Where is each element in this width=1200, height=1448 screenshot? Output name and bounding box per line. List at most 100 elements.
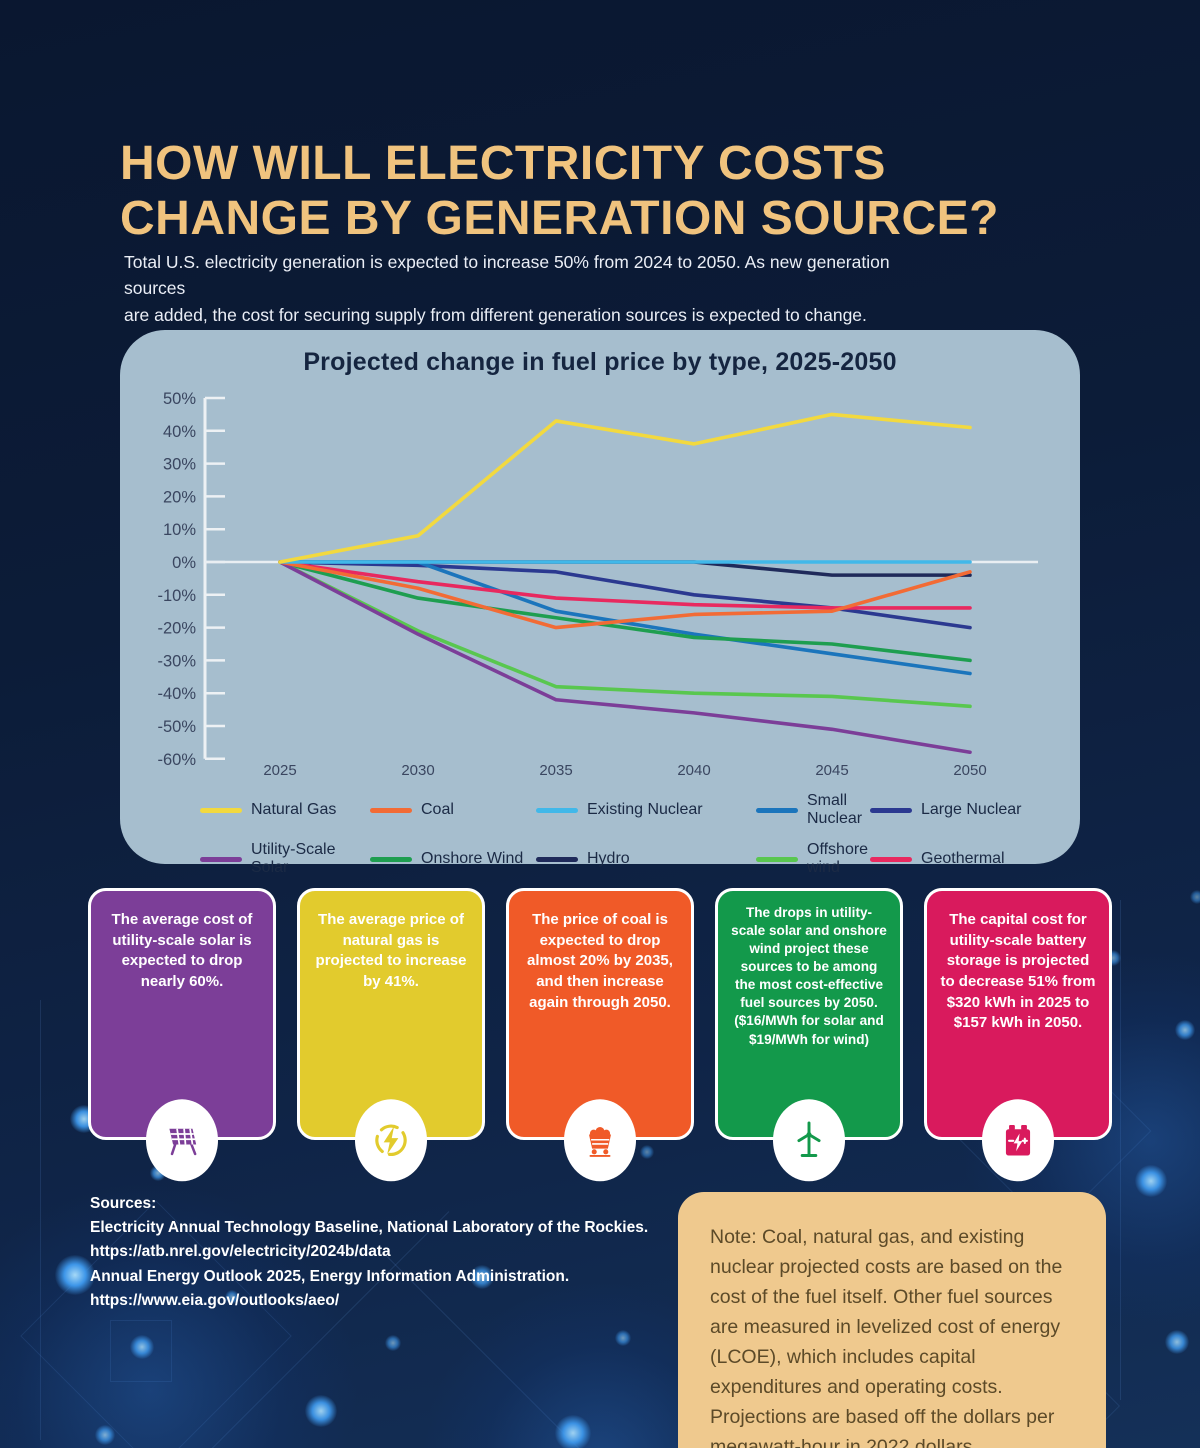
y-tick-label: -40%: [157, 685, 196, 703]
legend-item-offshore-wind: Offshore wind: [756, 841, 870, 877]
legend-label: Small Nuclear: [807, 792, 863, 827]
sources-line: Annual Energy Outlook 2025, Energy Infor…: [90, 1267, 570, 1285]
card-icon-circle: [355, 1099, 427, 1182]
glow-dot: [1175, 1020, 1195, 1040]
legend-item-utility-scale-solar: Utility-Scale Solar: [200, 841, 370, 877]
glow-dot: [1190, 890, 1200, 904]
legend-label: Large Nuclear: [921, 801, 1022, 818]
callout-card-4: The drops in utility-scale solar and ons…: [715, 888, 903, 1182]
legend-label: Coal: [421, 801, 454, 818]
callout-card-1: The average cost of utility-scale solar …: [88, 888, 276, 1182]
glow-dot: [130, 1335, 154, 1359]
y-tick-label: 40%: [163, 423, 196, 441]
glow-dot: [95, 1425, 115, 1445]
legend-item-large-nuclear: Large Nuclear: [870, 792, 1022, 828]
intro-line-1: Total U.S. electricity generation is exp…: [124, 252, 890, 299]
coal-cart-icon: [588, 1126, 612, 1157]
card-text: The drops in utility-scale solar and ons…: [731, 905, 887, 1047]
intro-line-2: are added, the cost for securing supply …: [124, 304, 867, 325]
glow-dot: [385, 1335, 401, 1351]
y-tick-label: -10%: [157, 587, 196, 605]
x-tick-label: 2035: [539, 762, 572, 779]
glow-dot: [305, 1395, 337, 1427]
legend-swatch: [370, 807, 412, 813]
glow-dot: [640, 1145, 654, 1159]
callout-card-3: The price of coal is expected to drop al…: [506, 888, 694, 1182]
legend-label: Offshore wind: [807, 841, 869, 876]
card-text: The price of coal is expected to drop al…: [527, 911, 673, 1011]
chart-panel: Projected change in fuel price by type, …: [120, 330, 1080, 876]
y-tick-label: 30%: [163, 456, 196, 474]
series-line-natural-gas: [278, 412, 972, 564]
sources-block: Sources: Electricity Annual Technology Ba…: [90, 1192, 670, 1313]
y-tick-label: 10%: [163, 521, 196, 539]
note-text: Note: Coal, natural gas, and existing nu…: [710, 1226, 1063, 1448]
legend-swatch: [536, 856, 578, 862]
series-line-coal: [278, 560, 972, 630]
legend-item-small-nuclear: Small Nuclear: [756, 792, 870, 828]
x-tick-label: 2030: [401, 762, 434, 779]
x-tick-label: 2045: [815, 762, 848, 779]
legend-label: Onshore Wind: [421, 850, 524, 867]
solar-panel-icon: [169, 1128, 197, 1156]
legend-swatch: [536, 807, 578, 813]
y-tick-label: -20%: [157, 620, 196, 638]
legend-swatch: [870, 807, 912, 813]
y-tick-label: -50%: [157, 718, 196, 736]
card-text: The average price of natural gas is proj…: [315, 911, 467, 991]
sources-heading: Sources:: [90, 1195, 157, 1212]
legend-item-hydro: Hydro: [536, 841, 756, 877]
legend-label: Utility-Scale Solar: [251, 841, 336, 876]
legend-label: Hydro: [587, 850, 630, 867]
fuel-price-line-chart: 50% 40% 30% 20% 10% 0% -10% -20% -30% -40% -50% -60…: [157, 390, 1038, 779]
legend-swatch: [200, 856, 242, 862]
sources-line: https://www.eia.gov/outlooks/aeo/: [90, 1291, 340, 1309]
note-box: Note: Coal, natural gas, and existing nu…: [678, 1192, 1106, 1448]
wind-turbine-icon: [797, 1121, 821, 1157]
page-title: HOW WILL ELECTRICITY COSTS CHANGE BY GEN…: [120, 136, 1100, 246]
page-title-line-1: HOW WILL ELECTRICITY COSTS: [120, 137, 886, 191]
glow-dot: [1165, 1330, 1189, 1354]
card-icon-circle: [773, 1099, 845, 1182]
glow-dot: [55, 1255, 95, 1295]
legend-swatch: [870, 856, 912, 862]
legend-label: Existing Nuclear: [587, 801, 703, 818]
card-icon-circle: [982, 1099, 1054, 1182]
callout-card-5: The capital cost for utility-scale batte…: [924, 888, 1112, 1182]
legend-item-coal: Coal: [370, 792, 536, 828]
series-line-offshore-wind: [278, 560, 972, 709]
legend-item-onshore-wind: Onshore Wind: [370, 841, 536, 877]
x-tick-label: 2050: [953, 762, 986, 779]
y-tick-label: -30%: [157, 652, 196, 670]
x-axis: 2025 2030 2035 2040 2045 2050: [263, 762, 986, 779]
series-line-onshore-wind: [278, 560, 972, 663]
sources-line: https://atb.nrel.gov/electricity/2024b/d…: [90, 1243, 391, 1261]
y-tick-label: 20%: [163, 488, 196, 506]
legend-swatch: [200, 807, 242, 813]
y-tick-label: 50%: [163, 390, 196, 408]
legend-label: Natural Gas: [251, 801, 337, 818]
legend-label: Geothermal: [921, 850, 1005, 867]
card-text: The capital cost for utility-scale batte…: [940, 911, 1096, 1032]
x-tick-label: 2040: [677, 762, 710, 779]
intro-text: Total U.S. electricity generation is exp…: [124, 249, 954, 328]
page-title-line-2: CHANGE BY GENERATION SOURCE?: [120, 192, 999, 246]
card-icon-circle: [146, 1099, 218, 1182]
y-axis: 50% 40% 30% 20% 10% 0% -10% -20% -30% -40% -50% -60…: [157, 390, 225, 769]
glow-dot: [555, 1415, 591, 1448]
legend-item-natural-gas: Natural Gas: [200, 792, 370, 828]
glow-dot: [1135, 1165, 1167, 1197]
y-tick-label: 0%: [172, 554, 196, 572]
y-tick-label: -60%: [157, 751, 196, 769]
callout-card-2: The average price of natural gas is proj…: [297, 888, 485, 1182]
legend-swatch: [756, 856, 798, 862]
chart-title: Projected change in fuel price by type, …: [303, 348, 897, 376]
callout-cards: The average cost of utility-scale solar …: [88, 888, 1112, 1182]
glow-dot: [615, 1330, 631, 1346]
series-line-utility-scale-solar: [278, 560, 972, 755]
series-line-large-nuclear: [278, 560, 972, 630]
sources-line: Electricity Annual Technology Baseline, …: [90, 1219, 649, 1237]
legend-item-geothermal: Geothermal: [870, 841, 1022, 877]
battery-icon: [1005, 1125, 1031, 1156]
